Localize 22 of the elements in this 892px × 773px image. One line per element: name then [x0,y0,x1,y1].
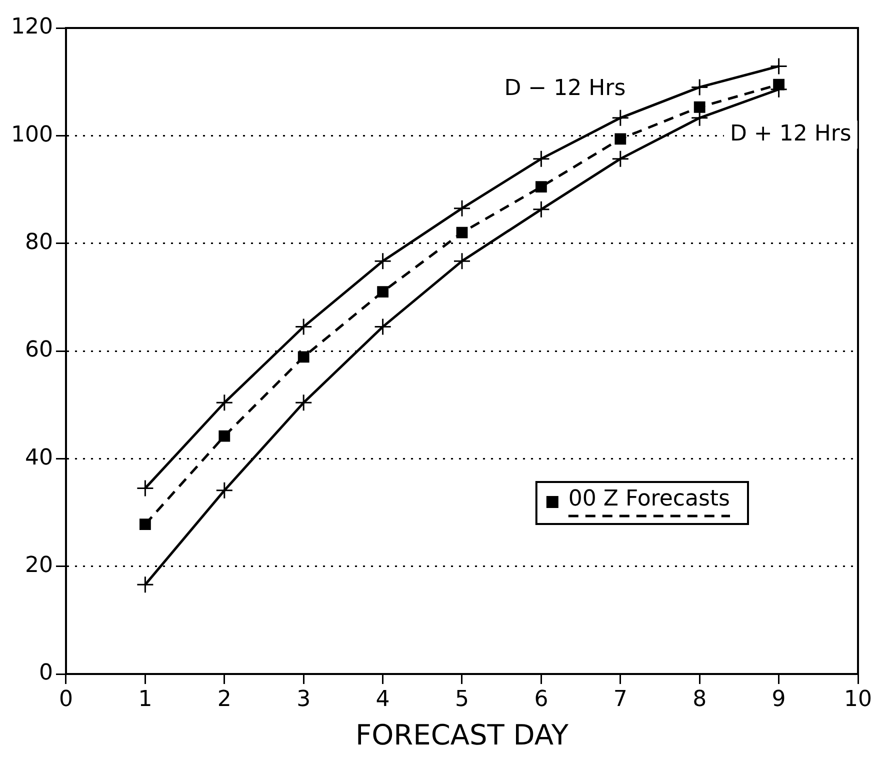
y-tick-label: 100 [10,122,53,148]
annotation: D + 12 Hrs [730,121,852,146]
y-tick-label: 40 [24,445,53,470]
y-tick-label: 0 [38,660,53,686]
x-tick-label: 0 [58,686,73,712]
x-axis-title: FORECAST DAY [356,718,570,752]
y-tick-label: 120 [10,14,53,40]
y-tick-label: 80 [24,230,53,256]
x-tick-label: 9 [772,686,786,712]
x-tick-label: 7 [613,686,628,712]
x-tick-label: 6 [534,686,548,712]
annotation: D − 12 Hrs [504,76,626,102]
x-tick-label: 10 [844,686,872,712]
y-tick-label: 20 [24,553,53,578]
legend-label: 00 Z Forecasts [568,486,730,512]
y-tick-label: 60 [24,338,53,363]
x-tick-label: 8 [692,686,707,712]
x-tick-label: 1 [138,686,152,712]
x-tick-label: 5 [454,686,469,712]
x-tick-label: 2 [217,686,232,712]
x-tick-label: 3 [296,686,311,712]
x-tick-label: 4 [376,686,390,712]
